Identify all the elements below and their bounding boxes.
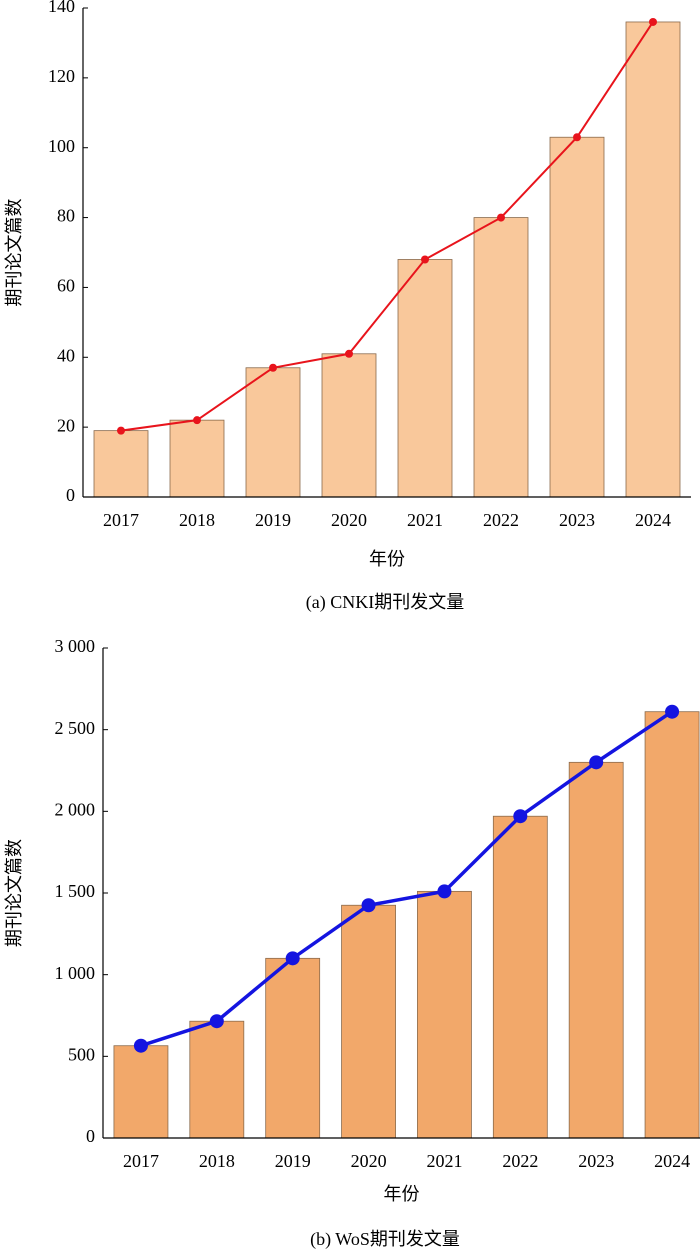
- y-tick-label: 40: [57, 345, 75, 365]
- x-tick-label: 2022: [502, 1151, 538, 1171]
- x-tick-label: 2017: [103, 510, 139, 530]
- line-marker: [133, 1038, 148, 1053]
- bar: [265, 957, 321, 1139]
- x-tick-label: 2018: [179, 510, 215, 530]
- x-tick-label: 2022: [483, 510, 519, 530]
- bar: [189, 1020, 245, 1139]
- y-tick-label: 80: [57, 206, 75, 226]
- trend-line: [120, 21, 654, 432]
- x-tick-label: 2021: [426, 1151, 462, 1171]
- bar: [113, 1045, 169, 1139]
- x-axis-label: 年份: [369, 549, 405, 569]
- y-tick-label: 20: [57, 415, 75, 435]
- x-tick-label: 2023: [578, 1151, 614, 1171]
- y-tick-label: 1 500: [55, 881, 96, 901]
- bar: [93, 430, 149, 498]
- x-tick-label: 2017: [123, 1151, 159, 1171]
- line-marker: [497, 213, 505, 222]
- y-tick-label: 60: [57, 276, 75, 296]
- bar: [417, 890, 472, 1139]
- bar: [321, 353, 377, 498]
- x-tick-label: 2020: [331, 510, 367, 530]
- x-tick-label: 2024: [654, 1151, 690, 1171]
- line-marker: [665, 704, 680, 719]
- bar: [341, 904, 396, 1139]
- line-marker: [573, 133, 581, 142]
- bar: [644, 711, 700, 1139]
- x-tick-label: 2019: [255, 510, 291, 530]
- caption: (a) CNKI期刊发文量: [306, 592, 464, 613]
- y-tick-label: 0: [86, 1126, 95, 1146]
- bar: [549, 136, 605, 498]
- bar: [169, 419, 225, 498]
- y-tick-label: 500: [68, 1044, 95, 1064]
- bar: [245, 367, 301, 498]
- y-tick-label: 2 000: [55, 799, 96, 819]
- line-marker: [421, 255, 429, 264]
- caption: (b) WoS期刊发文量: [310, 1229, 460, 1250]
- line-marker: [361, 898, 376, 913]
- line-marker: [437, 884, 452, 899]
- x-tick-label: 2021: [407, 510, 443, 530]
- x-tick-label: 2020: [351, 1151, 387, 1171]
- x-tick-label: 2018: [199, 1151, 235, 1171]
- y-tick-label: 2 500: [55, 718, 96, 738]
- y-axis-label: 期刊论文篇数: [4, 839, 24, 947]
- line-marker: [269, 363, 277, 372]
- bar: [568, 761, 624, 1139]
- line-marker: [209, 1014, 224, 1029]
- y-tick-label: 100: [48, 136, 75, 156]
- y-tick-label: 3 000: [55, 636, 96, 656]
- y-tick-label: 140: [48, 0, 75, 16]
- x-tick-label: 2023: [559, 510, 595, 530]
- line-marker: [649, 17, 657, 26]
- y-tick-label: 120: [48, 66, 75, 86]
- bar: [492, 815, 548, 1139]
- y-tick-label: 0: [66, 485, 75, 505]
- y-axis-label: 期刊论文篇数: [4, 199, 24, 307]
- x-axis-label: 年份: [384, 1184, 420, 1204]
- line-marker: [285, 951, 300, 966]
- bar: [625, 21, 681, 498]
- line-marker: [345, 349, 353, 358]
- line-marker: [589, 755, 604, 770]
- trend-line: [140, 710, 674, 1048]
- x-tick-label: 2024: [635, 510, 671, 530]
- line-marker: [513, 809, 528, 824]
- line-marker: [117, 426, 125, 435]
- bar: [397, 259, 453, 498]
- bar: [473, 217, 529, 498]
- y-tick-label: 1 000: [55, 963, 96, 983]
- x-tick-label: 2019: [275, 1151, 311, 1171]
- line-marker: [193, 416, 201, 425]
